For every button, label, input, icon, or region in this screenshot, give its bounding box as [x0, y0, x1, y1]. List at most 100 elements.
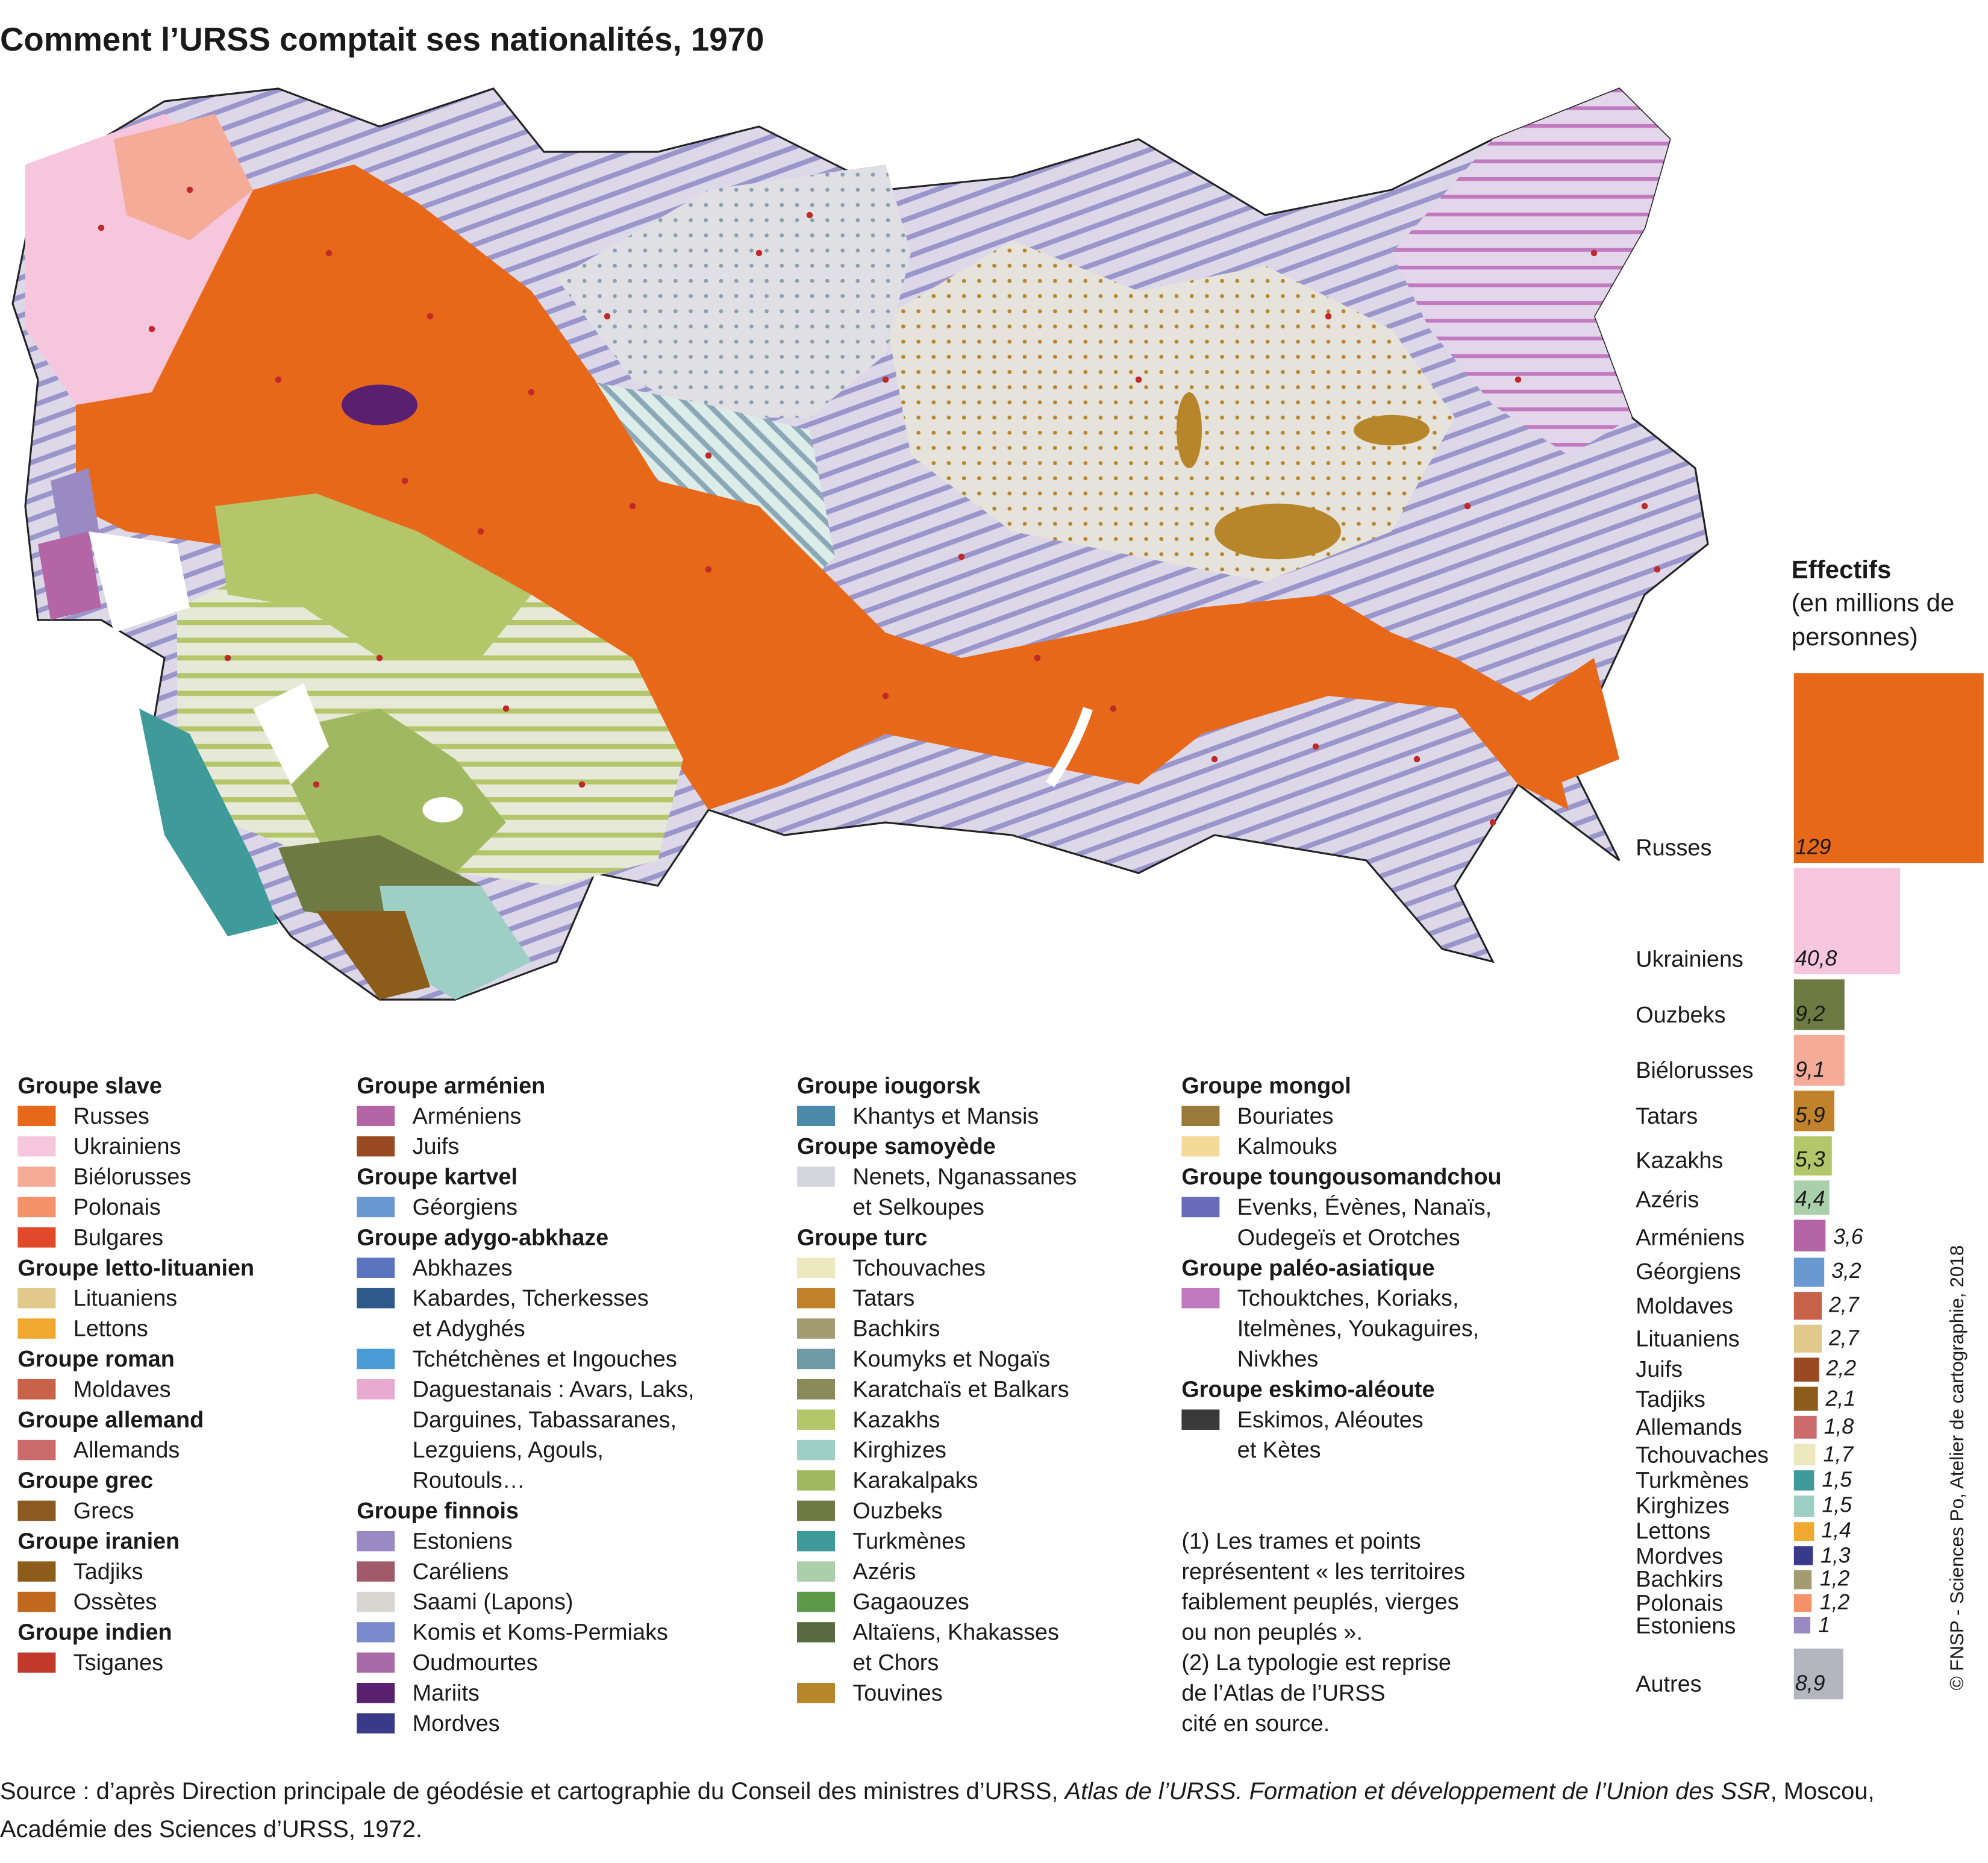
legend-swatch	[797, 1622, 835, 1642]
value-label: 2,1	[1825, 1386, 1856, 1411]
legend-swatch	[17, 1318, 56, 1339]
map-dot	[98, 224, 105, 231]
legend-swatch	[17, 1500, 56, 1521]
legend-swatch	[357, 1257, 395, 1278]
legend-label: Ouzbeks	[852, 1498, 943, 1524]
legend-swatch	[17, 1136, 56, 1157]
legend-group-title: Groupe turc	[797, 1224, 928, 1250]
legend-swatch	[797, 1166, 835, 1187]
legend-label: Tatars	[852, 1285, 915, 1311]
legend-label: Biélorusses	[73, 1163, 192, 1189]
legend-label: Lituaniens	[73, 1285, 178, 1311]
legend-label: Azéris	[852, 1559, 916, 1585]
legend-label: Kirghizes	[852, 1437, 946, 1463]
karakalpak-area	[214, 493, 531, 658]
legend-label: Lettons	[73, 1316, 148, 1341]
category-label: Kirghizes	[1636, 1493, 1730, 1519]
legend-label: Nenets, Nganassanes	[852, 1163, 1077, 1189]
legend-group-title: Groupe samoyède	[797, 1133, 996, 1159]
value-label: 5,9	[1795, 1103, 1825, 1128]
population-square	[1793, 1257, 1824, 1287]
turkmen-area	[139, 709, 278, 936]
map-dot	[604, 313, 611, 320]
category-label: Kazakhs	[1636, 1147, 1724, 1173]
legend-group-title: Groupe toungousomandchou	[1181, 1163, 1502, 1189]
legend-label: Eskimos, Aléoutes	[1237, 1407, 1424, 1433]
legend-swatch	[17, 1227, 56, 1248]
legend-swatch	[797, 1318, 835, 1339]
legend-label: Routouls…	[412, 1468, 525, 1493]
legend-label: Bulgares	[73, 1224, 163, 1250]
legend-swatch	[17, 1288, 56, 1309]
legend-label: Itelmènes, Youkaguires,	[1237, 1316, 1480, 1341]
note: (1) Les trames et points	[1181, 1528, 1421, 1554]
legend-group-title: Groupe paléo-asiatique	[1181, 1255, 1435, 1281]
legend-label: Oudegeïs et Orotches	[1237, 1224, 1460, 1250]
source-work: Atlas de l’URSS. Formation et développem…	[1064, 1779, 1771, 1806]
legend-label: Karakalpaks	[852, 1468, 978, 1493]
legend-swatch	[797, 1348, 835, 1370]
category-label: Ouzbeks	[1636, 1003, 1726, 1029]
value-label: 2,2	[1826, 1356, 1857, 1381]
legend-swatch	[797, 1439, 835, 1461]
page-title: Comment l’URSS comptait ses nationalités…	[0, 20, 764, 58]
legend-swatch	[797, 1591, 835, 1612]
legend-swatch	[797, 1257, 835, 1278]
population-square	[1793, 1180, 1829, 1215]
legend-label: Karatchaïs et Balkars	[852, 1376, 1069, 1402]
map-dot	[313, 781, 320, 788]
value-label: 1,3	[1820, 1543, 1851, 1568]
value-label: 1,5	[1822, 1468, 1852, 1492]
map-dot	[1464, 503, 1471, 510]
legend-group-title: Groupe iougorsk	[797, 1072, 981, 1098]
legend-label: Arméniens	[412, 1103, 522, 1129]
belarus-area	[113, 113, 253, 240]
legend-label: Mordves	[412, 1711, 500, 1736]
value-label: 129	[1795, 834, 1831, 859]
chart-title: Effectifs	[1791, 556, 1892, 585]
category-label: Tatars	[1636, 1103, 1698, 1129]
legend-swatch	[797, 1500, 835, 1521]
caucasus-area	[37, 531, 101, 620]
category-label: Lettons	[1636, 1518, 1711, 1544]
map-dot	[1514, 376, 1522, 383]
siberia-dotted	[885, 240, 1455, 582]
legend-label: et Chors	[852, 1650, 939, 1676]
population-square	[1793, 1324, 1822, 1352]
legend-group-title: Groupe roman	[17, 1346, 175, 1372]
map-dot	[1325, 313, 1332, 320]
russian-east	[1518, 658, 1619, 784]
legend-group-title: Groupe eskimo-aléoute	[1181, 1376, 1435, 1402]
legend-group-title: Groupe kartvel	[357, 1163, 517, 1189]
legend-swatch	[17, 1439, 56, 1461]
map-dot	[1135, 376, 1142, 383]
legend-label: Estoniens	[412, 1528, 513, 1554]
map-dot	[275, 376, 282, 383]
population-square	[1793, 1470, 1815, 1491]
legend-group-title: Groupe adygo-abkhaze	[357, 1224, 609, 1250]
value-label: 1,2	[1819, 1567, 1850, 1591]
category-label: Turkmènes	[1636, 1468, 1749, 1494]
legend-swatch	[357, 1379, 395, 1400]
source-text: Source : d’après Direction principale de…	[0, 1779, 1065, 1806]
population-square	[1793, 1594, 1813, 1612]
category-label: Juifs	[1636, 1356, 1683, 1382]
legend-label: Koumyks et Nogaïs	[852, 1346, 1051, 1372]
legend-swatch	[357, 1713, 395, 1733]
category-label: Moldaves	[1636, 1293, 1734, 1319]
map-dot	[1312, 743, 1319, 750]
settlement-dots	[98, 186, 1661, 826]
legend-swatch	[17, 1197, 56, 1218]
legend-group-title: Groupe arménien	[357, 1072, 546, 1098]
population-square	[1793, 1136, 1833, 1176]
legend-group-title: Groupe letto-lituanien	[17, 1255, 255, 1281]
legend-label: Lezguiens, Agouls,	[412, 1437, 604, 1463]
legend-label: Mariits	[412, 1680, 480, 1706]
legend-swatch	[1181, 1288, 1220, 1309]
population-square	[1793, 1091, 1835, 1132]
value-label: 1,4	[1821, 1518, 1851, 1543]
legend-label: Darguines, Tabassaranes,	[412, 1407, 677, 1433]
note: ou non peuplés ».	[1181, 1620, 1363, 1645]
map-dot	[629, 503, 636, 510]
map-dot	[1110, 705, 1117, 712]
